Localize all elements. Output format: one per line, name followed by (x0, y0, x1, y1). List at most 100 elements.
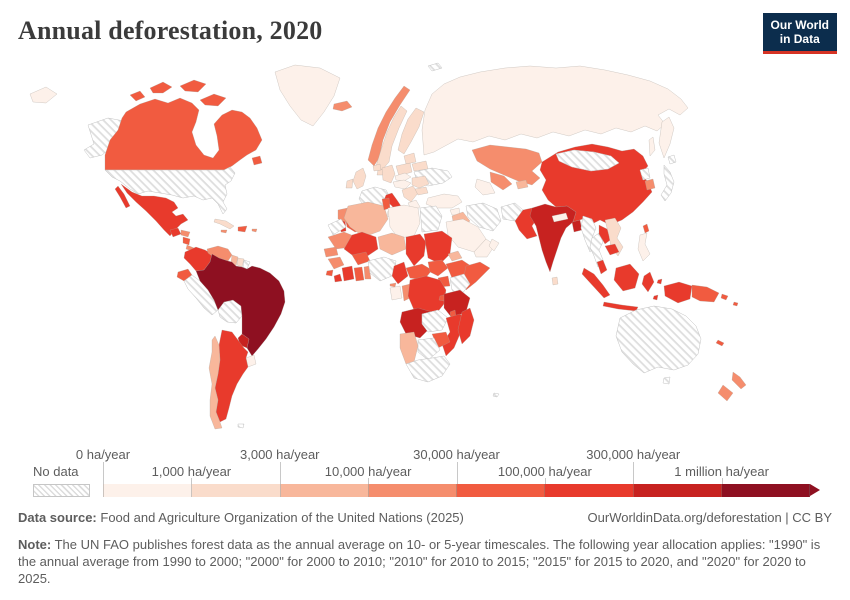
country-mexico[interactable] (120, 183, 189, 237)
legend-bin-5[interactable] (457, 484, 546, 497)
country-romania[interactable] (411, 175, 430, 189)
country-guinea[interactable] (327, 256, 345, 270)
country-solomon-islands[interactable] (732, 301, 739, 307)
no-data-swatch[interactable] (33, 484, 90, 497)
country-puerto-rico[interactable] (251, 228, 258, 233)
country-japan[interactable] (660, 164, 675, 202)
country-java[interactable] (602, 301, 639, 312)
country-kerguelen[interactable] (492, 392, 500, 398)
country-ireland[interactable] (345, 178, 354, 189)
country-iceland[interactable] (332, 100, 353, 112)
country-newfoundland[interactable] (251, 155, 263, 166)
country-eritrea[interactable] (447, 250, 463, 262)
country-honduras[interactable] (180, 229, 191, 238)
country-borneo[interactable] (613, 263, 640, 292)
country-nigeria[interactable] (367, 256, 397, 282)
country-gabon[interactable] (389, 285, 403, 301)
country-benelux[interactable] (372, 163, 382, 172)
legend-bin-7[interactable] (633, 484, 722, 497)
country-finland[interactable] (397, 107, 425, 155)
legend-bin-4[interactable] (368, 484, 457, 497)
country-south-korea[interactable] (644, 178, 656, 191)
country-kyrgyzstan-tajikistan[interactable] (515, 179, 529, 190)
legend-bin-3[interactable] (280, 484, 369, 497)
country-north-korea[interactable] (639, 167, 651, 181)
country-botswana[interactable] (417, 337, 441, 361)
country-guatemala[interactable] (169, 227, 182, 238)
country-western-sahara[interactable] (327, 218, 347, 236)
country-tasmania[interactable] (662, 376, 671, 385)
country-hokkaido[interactable] (667, 154, 677, 165)
country-south-sudan[interactable] (427, 259, 449, 277)
country-united-states[interactable] (104, 166, 236, 215)
country-chile[interactable] (208, 335, 223, 430)
country-sweden[interactable] (375, 105, 408, 171)
legend-bin-2[interactable] (192, 484, 281, 497)
country-senegal[interactable] (323, 246, 339, 258)
country-liberia[interactable] (333, 273, 343, 283)
country-greenland[interactable] (274, 64, 341, 127)
country-canada-island-3[interactable] (149, 81, 173, 94)
country-dr-congo[interactable] (407, 275, 447, 319)
country-algeria[interactable] (343, 201, 389, 238)
country-india[interactable] (529, 203, 577, 273)
country-cuba[interactable] (213, 218, 235, 230)
country-canada-island-1[interactable] (199, 93, 227, 107)
country-russia[interactable] (421, 65, 689, 156)
country-vietnam[interactable] (604, 217, 624, 257)
country-new-zealand-north[interactable] (731, 371, 747, 390)
country-yemen[interactable] (473, 238, 496, 258)
country-kamchatka[interactable] (658, 116, 675, 159)
country-mongolia[interactable] (555, 149, 620, 172)
country-kazakhstan[interactable] (471, 144, 543, 186)
country-turkmenistan[interactable] (474, 178, 496, 196)
country-namibia[interactable] (399, 331, 419, 365)
country-taiwan[interactable] (642, 223, 650, 234)
country-uzbekistan[interactable] (489, 171, 513, 191)
country-sri-lanka[interactable] (551, 276, 559, 286)
country-sulawesi[interactable] (641, 271, 655, 293)
country-niger[interactable] (377, 232, 407, 256)
country-south-africa[interactable] (405, 355, 451, 383)
country-new-britain[interactable] (720, 293, 729, 301)
country-equatorial-guinea[interactable] (389, 282, 397, 288)
country-moluccas-1[interactable] (656, 278, 663, 285)
country-cambodia[interactable] (604, 243, 620, 256)
country-egypt[interactable] (419, 205, 443, 233)
country-libya[interactable] (387, 204, 421, 239)
country-west-papua[interactable] (663, 281, 693, 304)
country-svalbard[interactable] (427, 62, 443, 72)
country-ghana[interactable] (353, 266, 365, 282)
country-madagascar[interactable] (457, 307, 475, 345)
country-hispaniola[interactable] (237, 225, 248, 233)
country-cameroon[interactable] (391, 261, 409, 285)
country-kenya[interactable] (449, 273, 471, 297)
country-poland[interactable] (395, 162, 413, 177)
country-baja-california[interactable] (114, 185, 131, 209)
country-sakhalin[interactable] (648, 136, 656, 157)
country-nicaragua[interactable] (182, 236, 191, 246)
country-sudan[interactable] (423, 230, 453, 265)
legend-bin-1[interactable] (103, 484, 193, 497)
country-new-zealand-south[interactable] (717, 384, 734, 402)
country-zambia[interactable] (421, 309, 449, 333)
country-canada-island-4[interactable] (129, 90, 146, 102)
country-nepal[interactable] (551, 212, 569, 223)
country-balkans[interactable] (401, 185, 419, 203)
country-chad[interactable] (405, 233, 427, 267)
country-turkey[interactable] (425, 193, 463, 209)
country-papua-new-guinea[interactable] (691, 284, 720, 303)
country-chukotka-west[interactable] (29, 86, 58, 104)
country-united-kingdom[interactable] (352, 167, 367, 190)
country-canada-island-2[interactable] (179, 79, 207, 93)
country-czechia-slovakia[interactable] (394, 172, 412, 182)
country-moluccas-2[interactable] (652, 294, 659, 301)
legend-bin-8[interactable] (721, 484, 810, 497)
legend-bin-6[interactable] (545, 484, 634, 497)
country-jamaica[interactable] (220, 229, 228, 234)
country-falkland-islands[interactable] (237, 423, 245, 429)
country-bangladesh[interactable] (571, 219, 583, 233)
country-oman[interactable] (488, 238, 500, 252)
country-bulgaria[interactable] (414, 186, 429, 196)
country-iran[interactable] (465, 202, 502, 232)
